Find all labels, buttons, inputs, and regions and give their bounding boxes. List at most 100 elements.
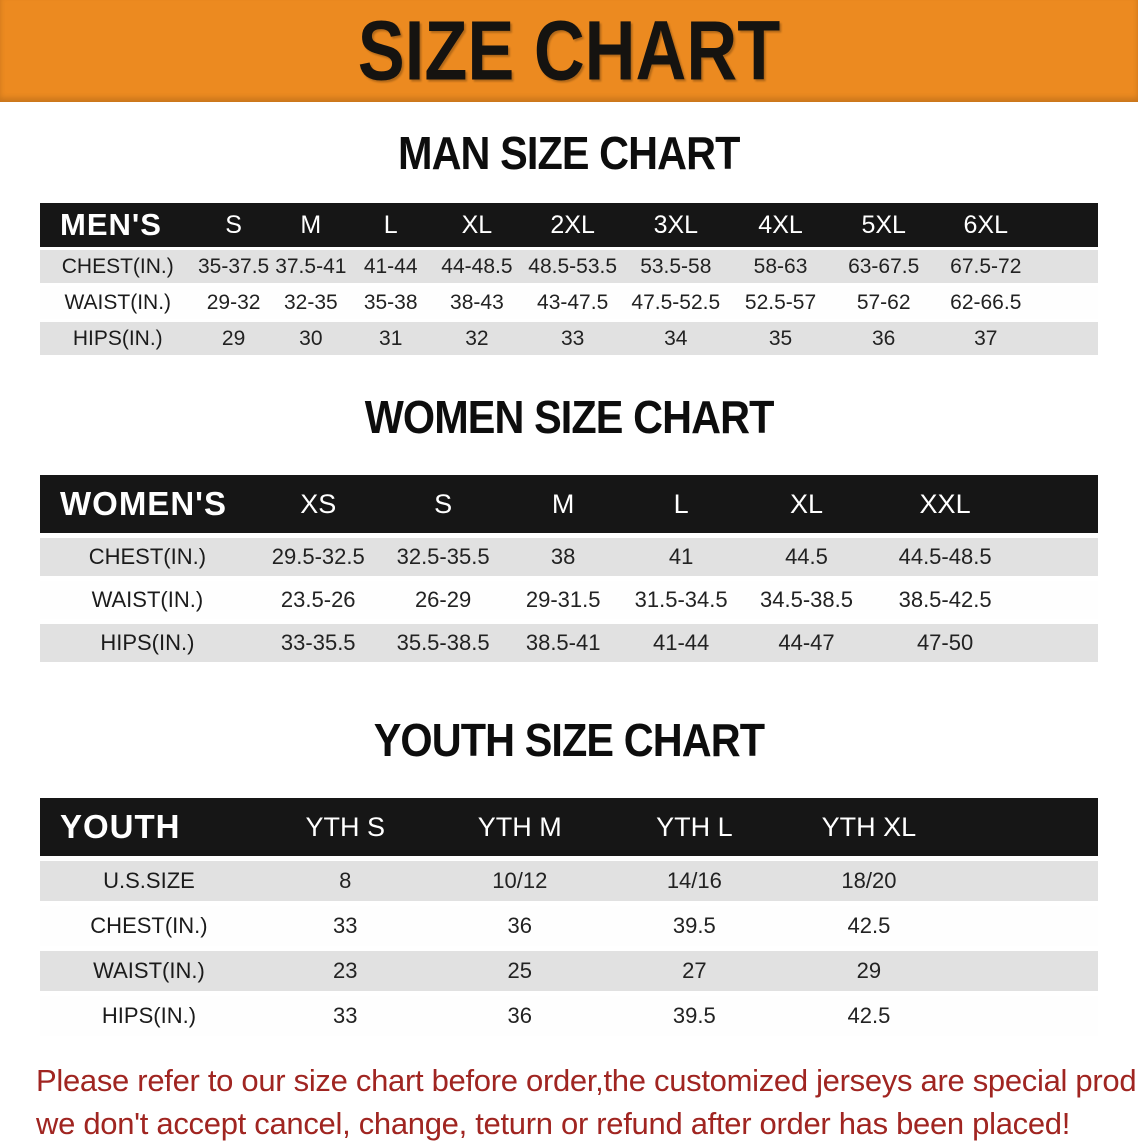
column-header-cell: XXL: [872, 475, 1018, 533]
size-value-cell: 32: [431, 322, 523, 355]
table-header-row: YOUTH YTH S YTH M YTH L YTH XL: [40, 798, 1098, 856]
size-value-cell: 29: [195, 322, 272, 355]
size-value-cell: 41-44: [349, 250, 432, 283]
size-value-cell: 44-47: [740, 624, 873, 662]
spacer-cell: [1036, 286, 1098, 319]
spacer-cell: [956, 951, 1098, 991]
spacer-cell: [1017, 581, 1098, 619]
size-value-cell: 29-31.5: [504, 581, 622, 619]
row-label-cell: CHEST(IN.): [40, 906, 258, 946]
size-value-cell: 35-38: [349, 286, 432, 319]
column-header-cell: XL: [431, 203, 523, 247]
column-header-cell: 6XL: [935, 203, 1037, 247]
size-value-cell: 35: [728, 322, 833, 355]
size-value-cell: 33: [257, 996, 433, 1036]
size-value-cell: 36: [832, 322, 935, 355]
table-group-label: YOUTH: [40, 798, 258, 856]
spacer-cell: [956, 861, 1098, 901]
spacer-cell: [956, 798, 1098, 856]
column-header-cell: M: [504, 475, 622, 533]
size-value-cell: 23.5-26: [254, 581, 382, 619]
size-value-cell: 37.5-41: [271, 250, 350, 283]
size-chart-banner: SIZE CHART: [0, 0, 1138, 102]
table-group-label: WOMEN'S: [40, 475, 255, 533]
column-header-cell: L: [349, 203, 432, 247]
size-value-cell: 33: [522, 322, 623, 355]
table-row: HIPS(IN.) 33-35.5 35.5-38.5 38.5-41 41-44 44-…: [40, 624, 1098, 662]
size-value-cell: 31: [349, 322, 432, 355]
column-header-cell: YTH L: [607, 798, 782, 856]
spacer-cell: [956, 996, 1098, 1036]
table-row: CHEST(IN.) 35-37.5 37.5-41 41-44 44-48.5 48.5…: [40, 250, 1098, 283]
table-header-row: WOMEN'S XS S M L XL XXL: [40, 475, 1098, 533]
size-value-cell: 63-67.5: [832, 250, 935, 283]
column-header-cell: M: [271, 203, 350, 247]
size-value-cell: 30: [271, 322, 350, 355]
size-value-cell: 29.5-32.5: [254, 538, 382, 576]
size-value-cell: 32-35: [271, 286, 350, 319]
row-label-cell: WAIST(IN.): [40, 286, 196, 319]
row-label-cell: HIPS(IN.): [40, 996, 258, 1036]
row-label-cell: CHEST(IN.): [40, 538, 255, 576]
disclaimer-line-2: we don't accept cancel, change, teturn o…: [36, 1106, 1071, 1141]
table-row: HIPS(IN.) 33 36 39.5 42.5: [40, 996, 1098, 1036]
size-value-cell: 44-48.5: [431, 250, 523, 283]
table-row: U.S.SIZE 8 10/12 14/16 18/20: [40, 861, 1098, 901]
table-row: WAIST(IN.) 23 25 27 29: [40, 951, 1098, 991]
size-value-cell: 31.5-34.5: [621, 581, 741, 619]
youth-size-chart-section: YOUTH SIZE CHART YOUTH YTH S YTH M YTH L YTH…: [0, 713, 1138, 1041]
spacer-cell: [1036, 203, 1098, 247]
size-value-cell: 47.5-52.5: [622, 286, 729, 319]
size-value-cell: 41-44: [621, 624, 741, 662]
column-header-cell: 5XL: [832, 203, 935, 247]
size-value-cell: 25: [432, 951, 608, 991]
disclaimer-text: Please refer to our size chart before or…: [0, 1059, 1138, 1145]
size-value-cell: 44.5: [740, 538, 873, 576]
mens-size-table: MEN'S S M L XL 2XL 3XL 4XL 5XL 6XL CHEST(IN.) 35-37…: [40, 200, 1098, 358]
table-row: HIPS(IN.) 29 30 31 32 33 34 35 36 37: [40, 322, 1098, 355]
spacer-cell: [1017, 624, 1098, 662]
size-value-cell: 32.5-35.5: [381, 538, 505, 576]
column-header-cell: 2XL: [522, 203, 623, 247]
size-value-cell: 42.5: [781, 996, 957, 1036]
size-value-cell: 27: [607, 951, 782, 991]
column-header-cell: S: [195, 203, 272, 247]
size-value-cell: 38: [504, 538, 622, 576]
column-header-cell: 4XL: [728, 203, 833, 247]
table-row: WAIST(IN.) 23.5-26 26-29 29-31.5 31.5-34.5 34…: [40, 581, 1098, 619]
man-size-chart-section: MAN SIZE CHART MEN'S S M L XL 2XL 3XL 4XL 5XL 6XL…: [0, 126, 1138, 358]
size-value-cell: 37: [935, 322, 1037, 355]
size-value-cell: 29-32: [195, 286, 272, 319]
spacer-cell: [1036, 250, 1098, 283]
size-value-cell: 53.5-58: [622, 250, 729, 283]
size-value-cell: 39.5: [607, 996, 782, 1036]
spacer-cell: [1017, 475, 1098, 533]
size-value-cell: 35-37.5: [195, 250, 272, 283]
size-value-cell: 42.5: [781, 906, 957, 946]
size-value-cell: 18/20: [781, 861, 957, 901]
size-value-cell: 67.5-72: [935, 250, 1037, 283]
size-charts-main: MAN SIZE CHART MEN'S S M L XL 2XL 3XL 4XL 5XL 6XL…: [0, 126, 1138, 1145]
size-value-cell: 10/12: [432, 861, 608, 901]
women-size-chart-section: WOMEN SIZE CHART WOMEN'S XS S M L XL XXL CHEST(…: [0, 390, 1138, 667]
table-row: CHEST(IN.) 29.5-32.5 32.5-35.5 38 41 44.5 44.5…: [40, 538, 1098, 576]
spacer-cell: [1036, 322, 1098, 355]
disclaimer-line-1: Please refer to our size chart before or…: [36, 1063, 1138, 1098]
womens-size-table: WOMEN'S XS S M L XL XXL CHEST(IN.) 29.5-32.5 32.5…: [40, 470, 1098, 667]
column-header-cell: 3XL: [622, 203, 729, 247]
row-label-cell: WAIST(IN.): [40, 951, 258, 991]
column-header-cell: S: [381, 475, 505, 533]
youth-size-chart-title: YOUTH SIZE CHART: [373, 714, 765, 766]
size-value-cell: 44.5-48.5: [872, 538, 1018, 576]
row-label-cell: CHEST(IN.): [40, 250, 196, 283]
size-value-cell: 36: [432, 996, 608, 1036]
size-value-cell: 41: [621, 538, 741, 576]
size-value-cell: 47-50: [872, 624, 1018, 662]
size-value-cell: 48.5-53.5: [522, 250, 623, 283]
size-value-cell: 57-62: [832, 286, 935, 319]
column-header-cell: YTH S: [257, 798, 433, 856]
spacer-cell: [956, 906, 1098, 946]
size-value-cell: 38-43: [431, 286, 523, 319]
size-value-cell: 8: [257, 861, 433, 901]
row-label-cell: HIPS(IN.): [40, 322, 196, 355]
